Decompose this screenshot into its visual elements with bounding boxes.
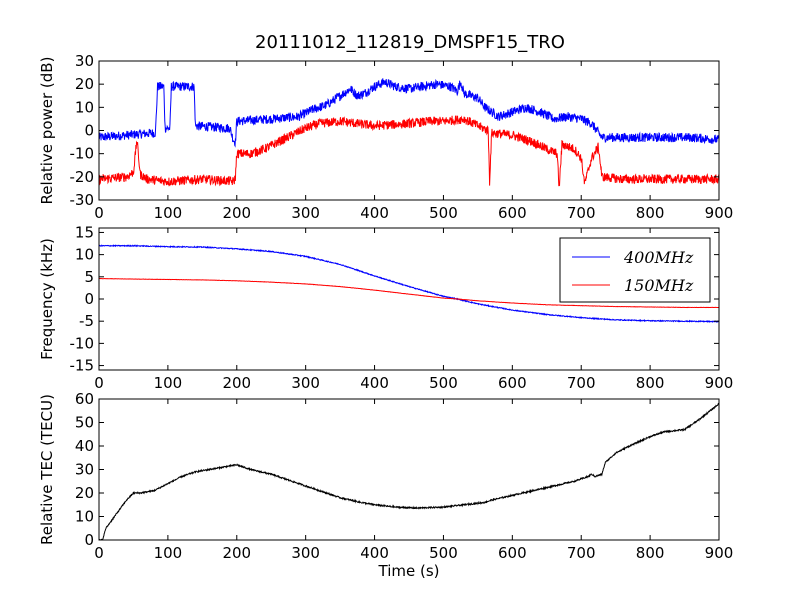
y-tick-label: 10 — [75, 246, 94, 264]
x-tick-label: 500 — [429, 374, 458, 392]
x-tick-label: 200 — [222, 204, 251, 222]
y-tick-label: 0 — [84, 290, 94, 308]
figure-title: 20111012_112819_DMSPF15_TRO — [255, 32, 565, 53]
x-tick-label: 100 — [154, 374, 183, 392]
x-tick-label: 300 — [291, 204, 320, 222]
legend-entry: 400MHz — [623, 248, 694, 267]
x-tick-label: 0 — [94, 204, 104, 222]
series-line-2-0 — [99, 402, 719, 540]
x-tick-label: 400 — [360, 544, 389, 562]
x-tick-label: 200 — [222, 544, 251, 562]
x-tick-label: 100 — [154, 204, 183, 222]
x-tick-label: 400 — [360, 204, 389, 222]
x-tick-label: 700 — [567, 374, 596, 392]
x-tick-label: 900 — [705, 204, 734, 222]
tec-panel: 0 100 200 300 400 500 600 700 800 900010203040506… — [38, 390, 733, 580]
x-tick-label: 800 — [636, 374, 665, 392]
x-tick-label: 900 — [705, 374, 734, 392]
x-tick-label: 900 — [705, 544, 734, 562]
y-tick-label: 0 — [84, 122, 94, 140]
y-tick-label: 20 — [75, 75, 94, 93]
x-tick-label: 700 — [567, 204, 596, 222]
y-tick-label: 30 — [75, 52, 94, 70]
legend-box — [559, 237, 711, 303]
x-tick-label: 400 — [360, 374, 389, 392]
x-tick-label: 0 — [94, 374, 104, 392]
y-tick-label: -10 — [70, 334, 95, 352]
y-tick-label: -30 — [70, 191, 95, 209]
series-line-150mhz — [99, 277, 719, 309]
x-tick-label: 200 — [222, 374, 251, 392]
y-tick-label: 5 — [84, 268, 94, 286]
y-tick-label: 15 — [75, 223, 94, 241]
y-tick-label: -20 — [70, 168, 95, 186]
y-tick-label: -15 — [70, 357, 95, 375]
y-tick-label: 10 — [75, 508, 94, 526]
y-tick-label: 0 — [84, 531, 94, 549]
y-tick-label: 40 — [75, 437, 94, 455]
y-axis-label: Relative power (dB) — [38, 57, 56, 205]
y-tick-label: 30 — [75, 461, 94, 479]
power-panel: 0 100 200 300 400 500 600 700 800 900 -30 -20 -10 0 10… — [38, 52, 733, 222]
x-tick-label: 300 — [291, 544, 320, 562]
y-axis-label: Relative TEC (TECU) — [38, 394, 56, 545]
x-tick-label: 300 — [291, 374, 320, 392]
x-tick-label: 600 — [498, 204, 527, 222]
panels: 0 100 200 300 400 500 600 700 800 900-30-20-10010… — [38, 52, 733, 580]
x-axis-label: Time (s) — [378, 562, 440, 580]
y-tick-label: -5 — [79, 312, 94, 330]
x-tick-label: 500 — [429, 544, 458, 562]
x-tick-label: 600 — [498, 544, 527, 562]
x-tick-label: 600 — [498, 374, 527, 392]
y-tick-label: 60 — [75, 390, 94, 408]
y-tick-label: 50 — [75, 414, 94, 432]
x-tick-label: 800 — [636, 544, 665, 562]
y-tick-label: 20 — [75, 484, 94, 502]
y-tick-label: 10 — [75, 98, 94, 116]
y-tick-label: -10 — [70, 145, 95, 163]
legend: 400MHz 150MHz — [559, 237, 711, 303]
x-tick-label: 700 — [567, 544, 596, 562]
x-tick-label: 100 — [154, 544, 183, 562]
legend-entry: 150MHz — [624, 276, 694, 295]
frequency-panel: 0 100 200 300 400 500 600 700 800 900 -15 -10 -5 0 5 10… — [38, 223, 733, 392]
y-axis-label: Frequency (kHz) — [38, 238, 56, 360]
series-line-0-0 — [99, 78, 719, 148]
series-line-0-1 — [99, 115, 719, 187]
series-line-400mhz — [99, 244, 719, 324]
x-tick-label: 0 — [94, 544, 104, 562]
x-tick-label: 500 — [429, 204, 458, 222]
x-tick-label: 800 — [636, 204, 665, 222]
